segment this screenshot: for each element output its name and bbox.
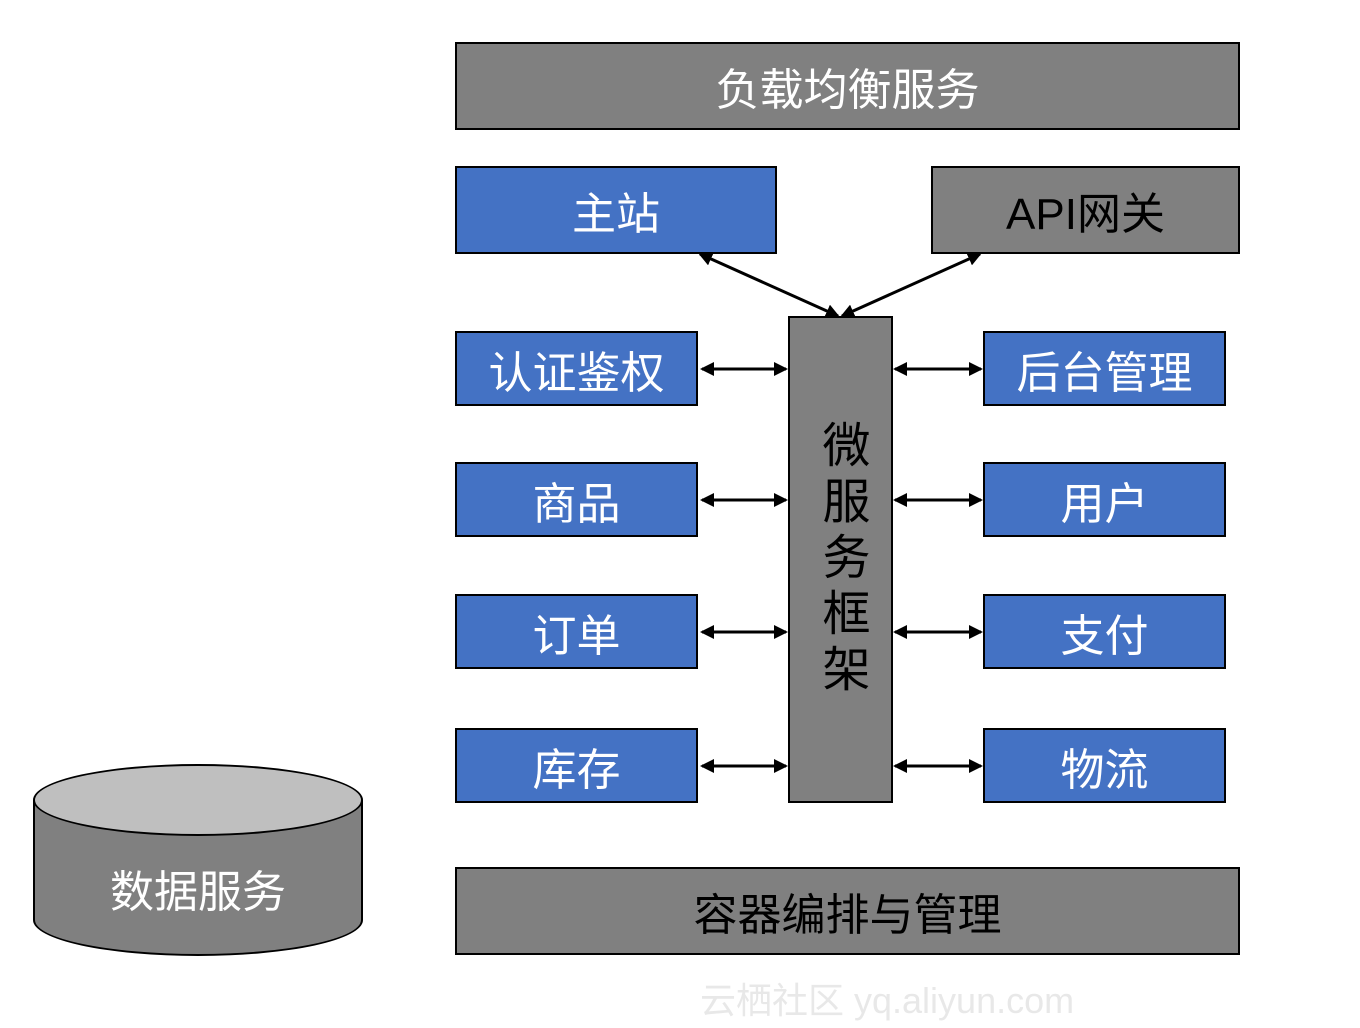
arrows-layer xyxy=(0,0,1360,1028)
arrow-mainsite-msf xyxy=(700,254,838,316)
arrow-api-msf xyxy=(842,254,980,316)
watermark-text: 云栖社区 yq.aliyun.com xyxy=(700,972,1074,1024)
